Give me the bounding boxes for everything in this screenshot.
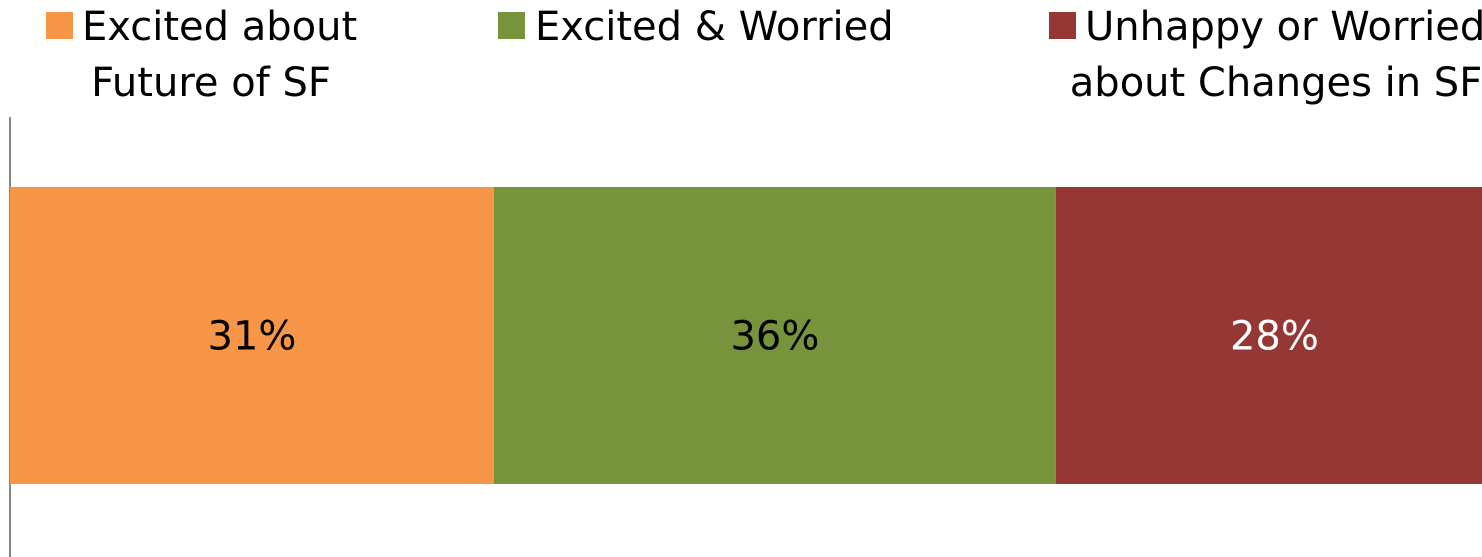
legend-label-1-line-1: Excited about (82, 4, 357, 50)
legend-item-3: Unhappy or Worried about Changes in SF (1049, 4, 1482, 106)
legend-label-2-line-1: Excited & Worried (535, 4, 894, 50)
data-label-3: 28% (1230, 314, 1319, 360)
legend-item-1: Excited about Future of SF (46, 4, 357, 106)
legend-label-3-line-1: Unhappy or Worried (1085, 4, 1482, 50)
legend: Excited about Future of SF Excited & Worri… (46, 4, 1482, 106)
bar-segment-3 (1055, 187, 1482, 484)
legend-item-2: Excited & Worried (498, 4, 894, 50)
legend-swatch-1 (46, 12, 73, 39)
bar-segment-2 (493, 187, 1056, 484)
legend-swatch-2 (498, 12, 525, 39)
bar-segment-1 (10, 187, 494, 484)
data-label-1: 31% (208, 314, 297, 360)
legend-label-1-line-2: Future of SF (91, 60, 331, 106)
legend-label-3-line-2: about Changes in SF (1070, 60, 1482, 106)
bar-group: 31% 36% 28% (10, 187, 1482, 484)
data-label-2: 36% (730, 314, 819, 360)
legend-swatch-3 (1049, 12, 1076, 39)
